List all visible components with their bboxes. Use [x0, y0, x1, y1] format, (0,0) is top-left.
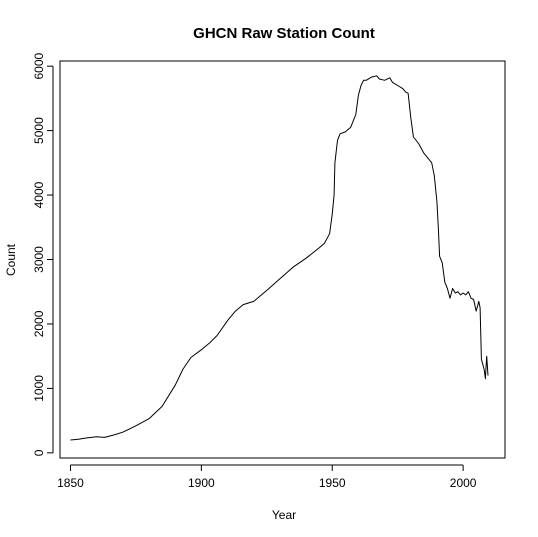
station-count-line	[70, 75, 489, 441]
y-tick-label: 6000	[32, 52, 46, 79]
y-axis: 0 1000 2000 3000 4000 5000 6000	[32, 52, 54, 456]
y-tick-label: 1000	[32, 375, 46, 402]
y-tick-label: 5000	[32, 117, 46, 144]
x-tick-label: 2000	[450, 476, 477, 490]
y-tick-label: 0	[32, 449, 46, 456]
y-tick-label: 4000	[32, 181, 46, 208]
plot-frame	[59, 60, 506, 459]
y-axis-label: Count	[4, 243, 18, 276]
x-axis-label: Year	[272, 508, 296, 522]
x-tick-label: 1850	[57, 476, 84, 490]
x-tick-label: 1950	[319, 476, 346, 490]
chart-title: GHCN Raw Station Count	[193, 25, 375, 42]
y-tick-label: 3000	[32, 246, 46, 273]
x-tick-label: 1900	[188, 476, 215, 490]
x-axis: 1850 1900 1950 2000	[57, 464, 477, 490]
y-tick-label: 2000	[32, 310, 46, 337]
